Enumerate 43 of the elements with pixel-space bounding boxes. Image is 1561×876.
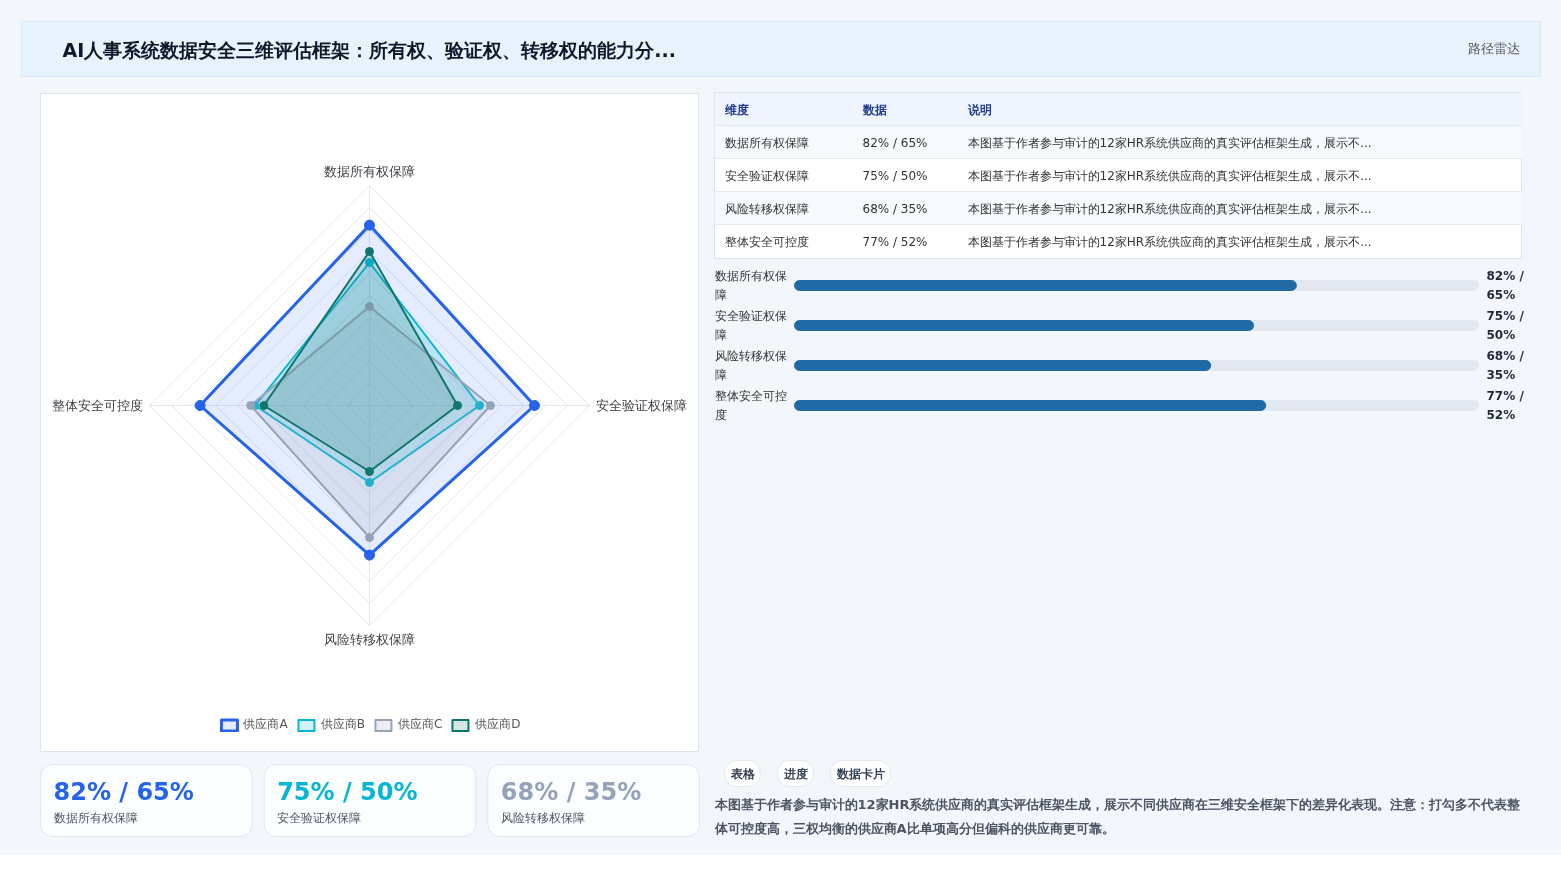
data-label: 82% / 65% bbox=[1486, 269, 1525, 302]
text: 表格 bbox=[729, 766, 756, 781]
text: 风险转移权保障 bbox=[714, 349, 787, 382]
text: 进度 bbox=[782, 766, 808, 781]
category-label: 整体安全可控度 bbox=[714, 389, 787, 422]
text: 75% / 50% bbox=[277, 777, 418, 806]
legend-label: 供应商B bbox=[320, 716, 365, 733]
text: 本图基于作者参与审计的12家HR系统供应商的真实评估框架生成，展示不... bbox=[967, 201, 1372, 216]
legend-label: 供应商D bbox=[475, 716, 521, 733]
text: 68% / 35% bbox=[500, 777, 642, 806]
text: 数据所有权保障 bbox=[714, 269, 787, 302]
text: 数据卡片 bbox=[835, 766, 885, 781]
text: 维度 bbox=[723, 102, 749, 117]
text: 本图基于作者参与审计的12家HR系统供应商的真实评估框架生成，展示不... bbox=[967, 234, 1372, 249]
text: AI人事系统数据安全三维评估框架：所有权、验证权、转移权的能力分... bbox=[62, 38, 676, 61]
text: 75% / 50% bbox=[862, 168, 928, 183]
spoke-label: 数据所有权保障 bbox=[324, 163, 415, 179]
text: 风险转移权保障 bbox=[500, 810, 585, 825]
text: 安全验证权保障 bbox=[724, 168, 809, 183]
text: 安全验证权保障 bbox=[714, 309, 787, 342]
spoke-label: 安全验证权保障 bbox=[596, 398, 688, 413]
legend-label: 供应商A bbox=[243, 716, 288, 733]
text: 风险转移权保障 bbox=[724, 201, 809, 216]
spoke-label: 风险转移权保障 bbox=[324, 632, 415, 648]
text: 数据 bbox=[861, 102, 887, 117]
spoke-label: 整体安全可控度 bbox=[51, 398, 143, 413]
text: 路径雷达 bbox=[1467, 41, 1520, 56]
data-label: 75% / 50% bbox=[1486, 309, 1525, 342]
text: 数据所有权保障 bbox=[724, 135, 809, 150]
legend-label: 供应商C bbox=[397, 716, 443, 733]
text: 68% / 35% bbox=[862, 201, 928, 216]
text: 本图基于作者参与审计的12家HR系统供应商的真实评估框架生成，展示不... bbox=[967, 168, 1372, 183]
text: 说明 bbox=[966, 102, 992, 117]
text: 77% / 52% bbox=[862, 234, 928, 249]
text: 数据所有权保障 bbox=[53, 810, 138, 825]
text: 本图基于作者参与审计的12家HR系统供应商的真实评估框架生成，展示不... bbox=[967, 135, 1372, 150]
data-label: 68% / 35% bbox=[1486, 349, 1525, 382]
text: 82% / 65% bbox=[53, 777, 194, 806]
text: 82% / 65% bbox=[862, 135, 928, 150]
text: 本图基于作者参与审计的12家HR系统供应商的真实评估框架生成，展示不同供应商在三维安全框架下的差异化表现。注意：打勾多不代表整体可控度高，三权均衡的供应商A比单项高分但偏科的供应商更可靠。 bbox=[713, 796, 1522, 836]
text: 安全验证权保障 bbox=[277, 810, 362, 825]
data-label: 77% / 52% bbox=[1486, 389, 1525, 422]
text: 整体安全可控度 bbox=[724, 234, 809, 249]
